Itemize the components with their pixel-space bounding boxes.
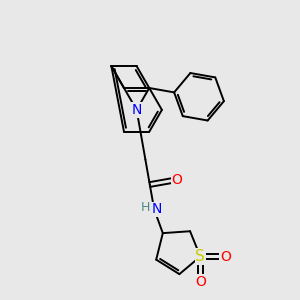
Text: O: O [195, 274, 206, 289]
Text: O: O [220, 250, 231, 264]
Text: O: O [172, 173, 182, 187]
Text: S: S [195, 249, 205, 264]
Text: N: N [131, 103, 142, 117]
Text: H: H [141, 201, 151, 214]
Text: N: N [152, 202, 162, 216]
